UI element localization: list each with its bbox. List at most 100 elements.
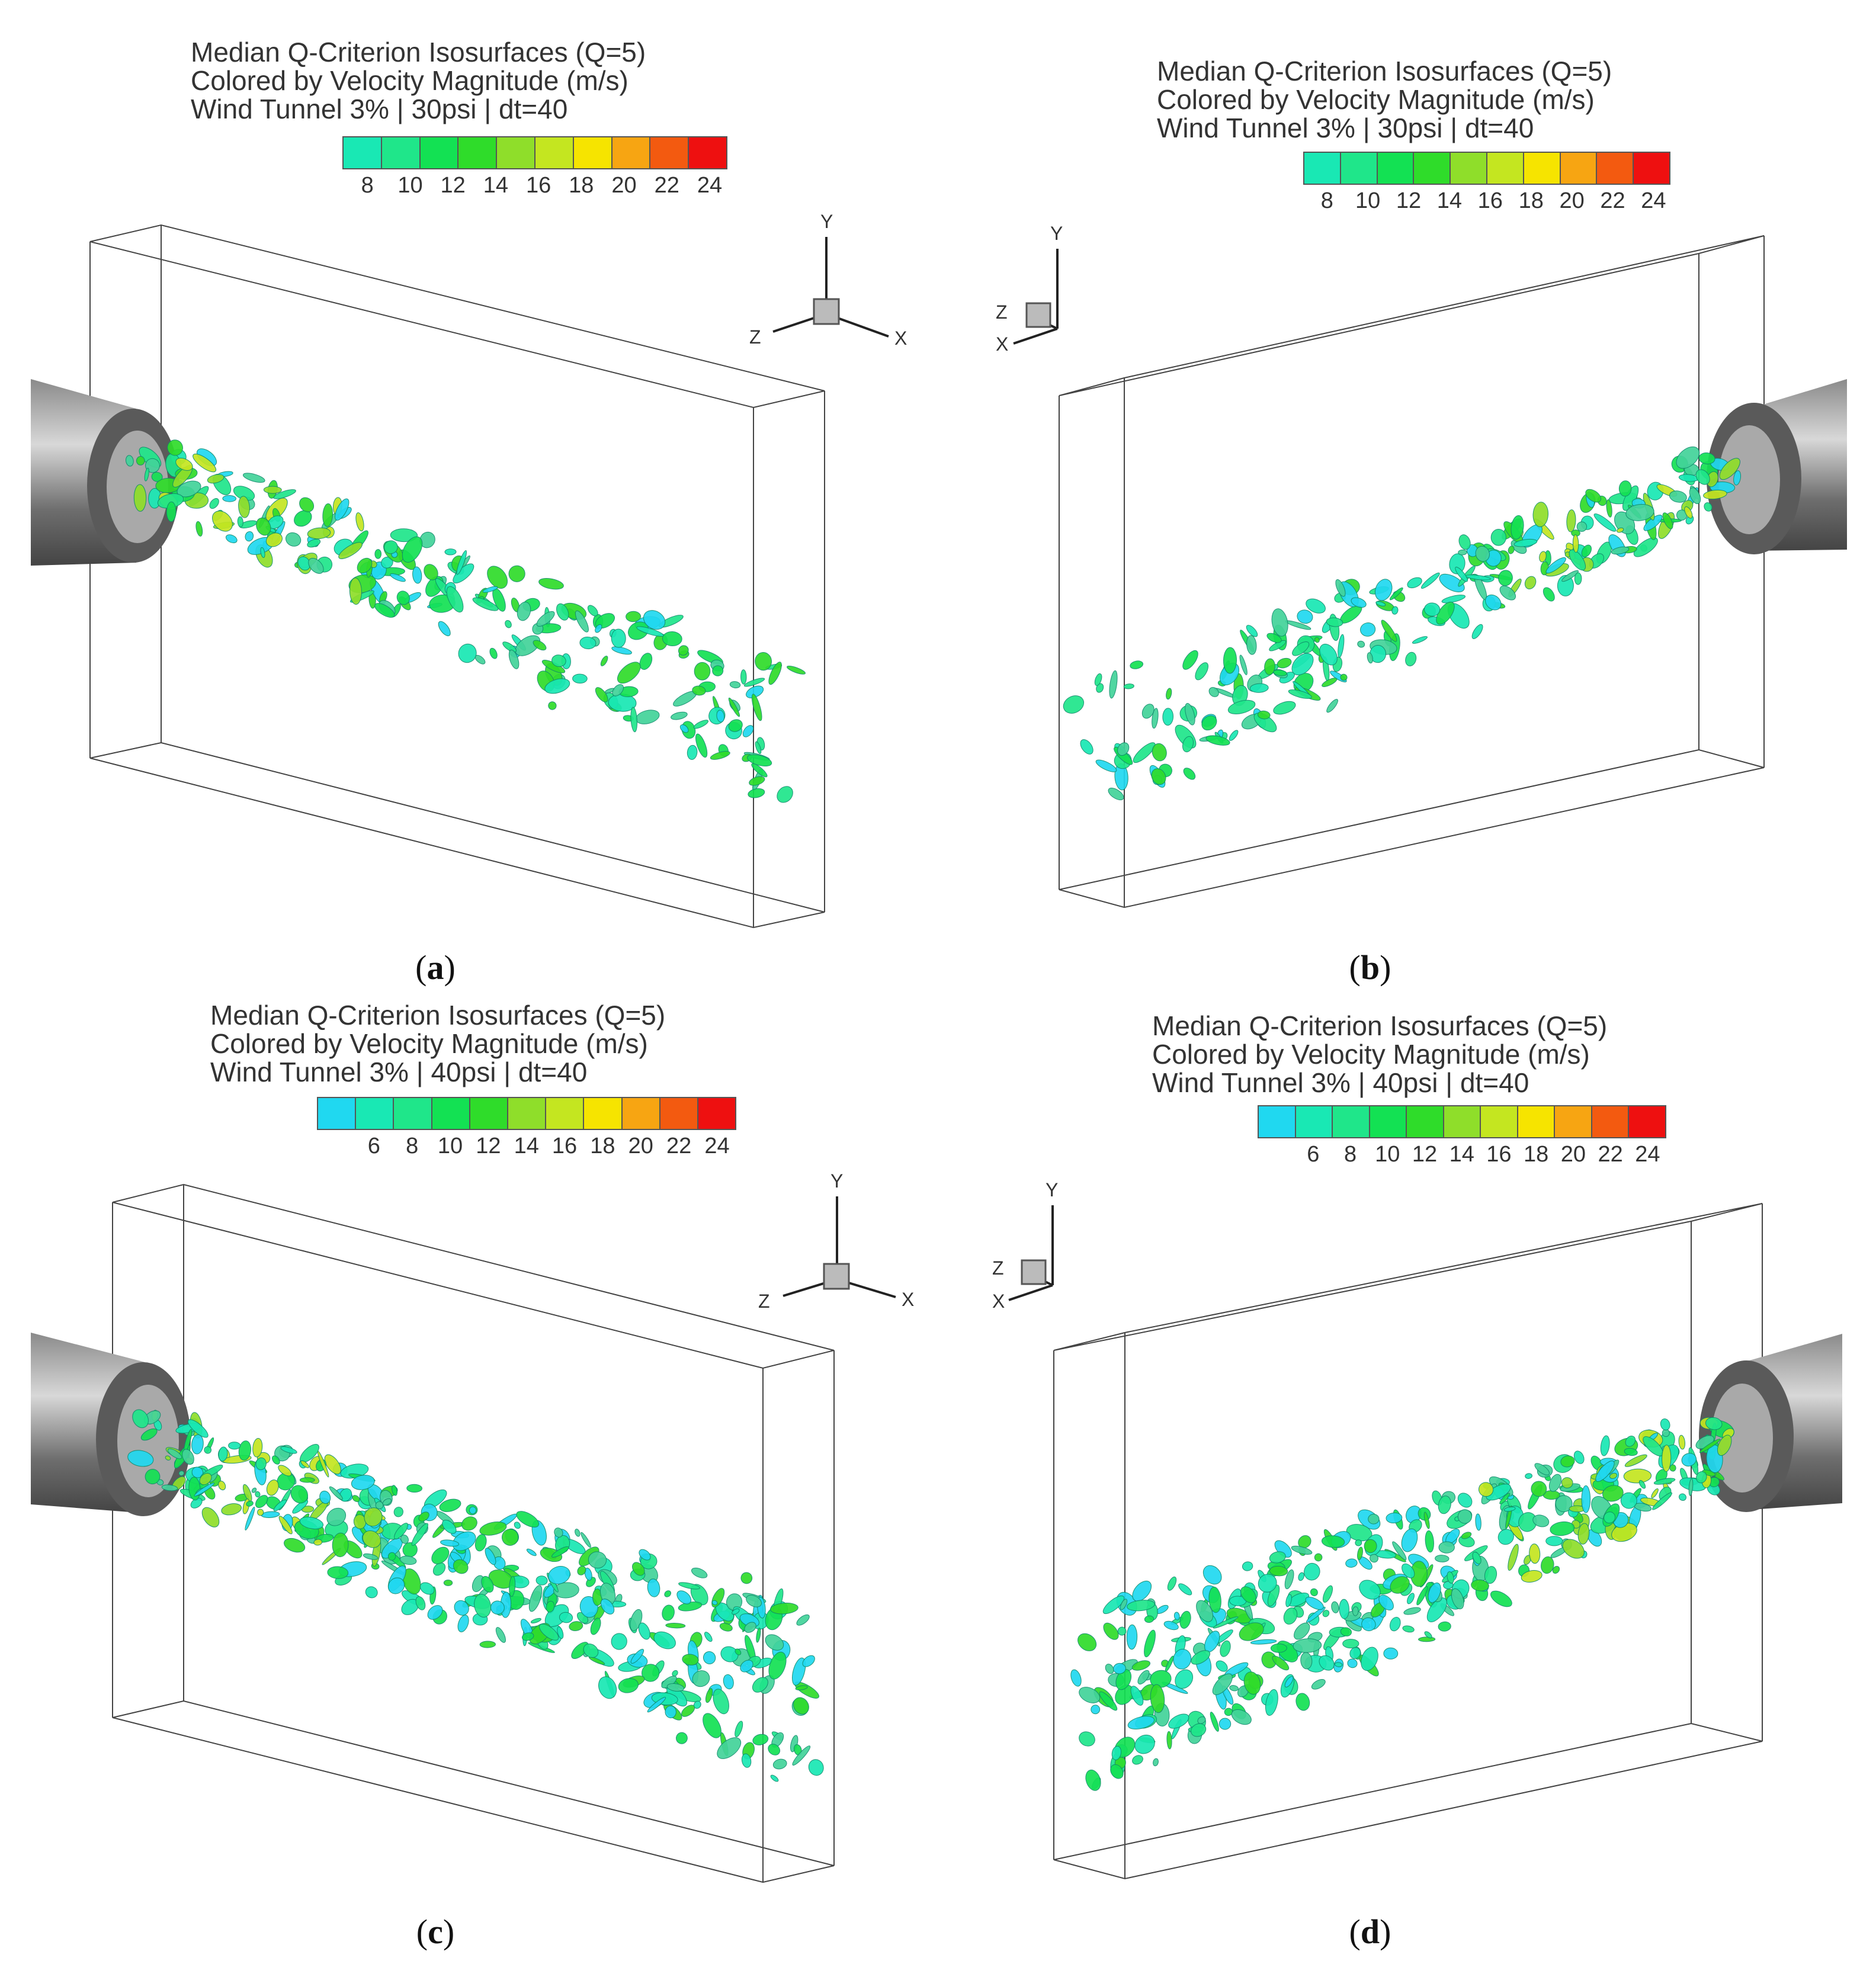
axis-label-y: Y xyxy=(820,211,833,232)
vortex-blob xyxy=(717,1737,742,1759)
vortex-blob xyxy=(145,1469,161,1485)
vortex-blob xyxy=(575,610,589,633)
vortex-blob xyxy=(679,724,689,733)
legend-swatch xyxy=(381,137,421,168)
vortex-blob xyxy=(526,1548,537,1556)
panel-b-title: Median Q-Criterion Isosurfaces (Q=5) Col… xyxy=(1157,57,1612,142)
panel-b-scene: Y Z X xyxy=(996,223,1847,909)
vortex-blob xyxy=(1273,701,1296,715)
vortex-blob xyxy=(575,1529,581,1537)
vortex-blob xyxy=(178,1470,185,1477)
vortex-blob xyxy=(1451,1588,1464,1610)
vortex-blob xyxy=(546,1600,555,1613)
vortex-blob xyxy=(1378,1594,1394,1611)
vortex-blob xyxy=(612,684,624,697)
legend-swatch xyxy=(1524,153,1561,184)
vortex-blob xyxy=(299,497,315,512)
vortex-blob xyxy=(1339,1599,1349,1619)
vortex-blob xyxy=(1300,1652,1313,1670)
vortex-blob xyxy=(1412,636,1428,644)
vortex-blob xyxy=(1364,1539,1377,1554)
legend-tick-label: 8 xyxy=(1320,188,1333,213)
vortex-blob xyxy=(495,1627,506,1643)
vortex-blob xyxy=(747,754,772,767)
vortex-blob xyxy=(600,656,608,666)
vortex-blob xyxy=(209,498,219,509)
vortex-blob xyxy=(351,1475,375,1490)
panel-a-caption: (a) xyxy=(415,948,456,987)
vortex-blob xyxy=(765,1634,784,1651)
vortex-blob xyxy=(317,1450,329,1478)
legend-tick-label: 10 xyxy=(437,1134,463,1158)
vortex-blob xyxy=(1127,1716,1155,1729)
vortex-blob xyxy=(191,1434,204,1455)
vortex-blob xyxy=(1210,1712,1219,1732)
axis-triad xyxy=(772,237,889,338)
vortex-blob xyxy=(752,1677,768,1693)
legend-swatch xyxy=(612,137,651,168)
vortex-blob xyxy=(1134,1734,1155,1754)
vortex-blob xyxy=(768,662,782,685)
vortex-blob xyxy=(530,1617,541,1623)
vortex-blob xyxy=(1566,509,1576,532)
vortex-blob xyxy=(590,1617,601,1635)
vortex-blob xyxy=(1079,1731,1095,1747)
vortex-blob xyxy=(1581,1485,1591,1513)
vortex-blob xyxy=(133,484,147,512)
title-line-2: Colored by Velocity Magnitude (m/s) xyxy=(1152,1039,1590,1070)
vortex-blob xyxy=(1623,1468,1652,1484)
vortex-blob xyxy=(1269,1565,1288,1577)
vortex-blob xyxy=(1338,634,1345,658)
vortex-blob xyxy=(746,685,764,698)
vortex-blob xyxy=(238,496,250,518)
vortex-blob xyxy=(1218,1718,1232,1730)
vortex-blob xyxy=(419,531,435,548)
vortex-blob xyxy=(458,643,477,663)
vortex-blob xyxy=(1178,1583,1192,1596)
vortex-blob xyxy=(743,678,765,687)
vortex-blob xyxy=(1357,1546,1363,1561)
vortex-blob xyxy=(1689,487,1701,505)
vortex-blob xyxy=(446,586,464,613)
vortex-isosurfaces xyxy=(127,1409,824,1782)
vortex-blob xyxy=(1548,1474,1562,1492)
vortex-blob xyxy=(664,1590,672,1597)
vortex-blob xyxy=(770,1603,798,1615)
caption-letter: b xyxy=(1360,948,1380,987)
vortex-blob xyxy=(1669,490,1687,503)
vortex-blob xyxy=(539,1623,559,1641)
vortex-blob xyxy=(1322,1610,1330,1617)
title-line-1: Median Q-Criterion Isosurfaces (Q=5) xyxy=(191,37,646,68)
vortex-blob xyxy=(443,1580,453,1586)
legend-swatch xyxy=(470,1098,508,1129)
vortex-blob xyxy=(675,1732,688,1744)
vortex-blob xyxy=(509,1575,516,1597)
vortex-blob xyxy=(770,1774,779,1782)
vortex-blob xyxy=(1095,759,1117,772)
vortex-blob xyxy=(1284,1676,1294,1688)
vortex-blob xyxy=(352,1495,360,1503)
vortex-blob xyxy=(1620,1492,1637,1509)
vortex-blob xyxy=(1117,1626,1127,1636)
legend-swatch xyxy=(1597,153,1634,184)
vortex-blob xyxy=(751,763,768,778)
caption-letter: a xyxy=(426,948,444,987)
vortex-blob xyxy=(487,566,508,589)
vortex-blob xyxy=(140,1428,158,1441)
vortex-blob xyxy=(438,621,451,637)
vortex-blob xyxy=(772,1758,787,1770)
vortex-blob xyxy=(218,1481,226,1491)
vortex-blob xyxy=(1168,1713,1189,1729)
vortex-isosurfaces xyxy=(1063,446,1742,801)
legend-tick-label: 8 xyxy=(361,173,374,198)
vortex-blob xyxy=(1381,620,1397,642)
caption-letter: c xyxy=(428,1912,443,1951)
vortex-blob xyxy=(1185,703,1195,726)
vortex-blob xyxy=(548,1566,570,1584)
vortex-blob xyxy=(396,590,410,605)
vortex-blob xyxy=(638,1622,650,1640)
legend-swatch xyxy=(1481,1106,1518,1137)
panel-a-scene: Y Z X xyxy=(31,211,907,929)
vortex-blob xyxy=(245,1507,255,1530)
vortex-blob xyxy=(1503,1506,1516,1512)
